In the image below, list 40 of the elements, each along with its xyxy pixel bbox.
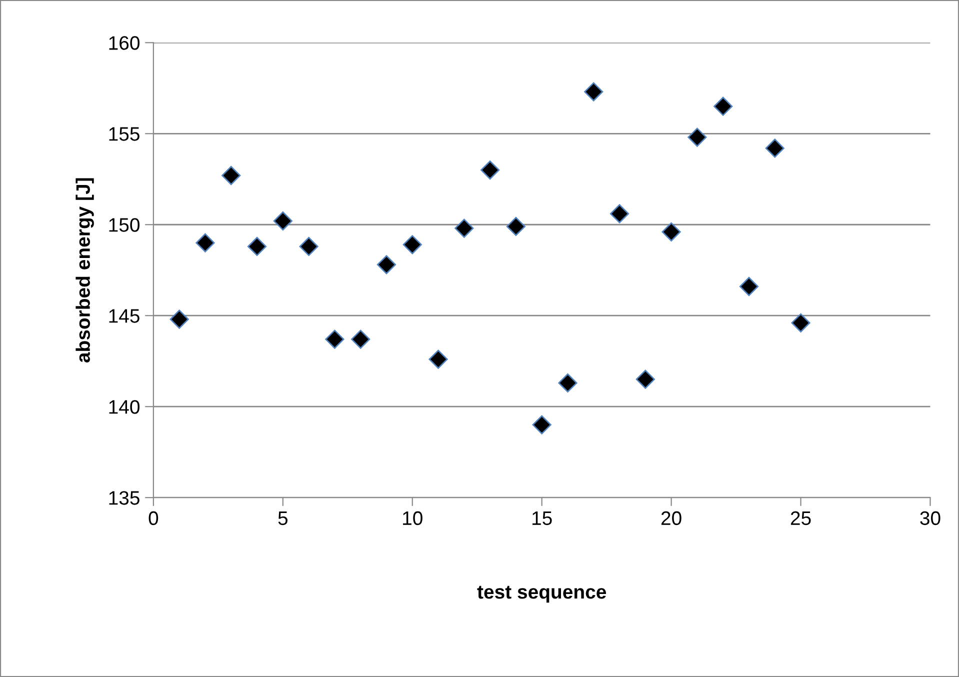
point xyxy=(428,350,448,369)
point xyxy=(714,96,733,116)
x-tick-label: 5 xyxy=(278,512,288,526)
point xyxy=(222,166,241,186)
point xyxy=(376,255,396,274)
point xyxy=(454,218,474,238)
point xyxy=(662,222,681,242)
x-axis-title: test sequence xyxy=(477,586,606,603)
point xyxy=(170,310,189,329)
point xyxy=(558,373,578,392)
point xyxy=(299,236,318,256)
x-tick-label: 0 xyxy=(148,511,158,526)
point xyxy=(196,233,215,252)
y-tick-label: 145 xyxy=(109,309,140,323)
y-tick-label: 140 xyxy=(109,400,140,414)
y-axis-title: absorbed energy [J] xyxy=(76,178,94,362)
point xyxy=(791,313,810,332)
point xyxy=(636,370,655,389)
point xyxy=(480,160,500,180)
y-tick-label: 150 xyxy=(109,218,140,232)
point xyxy=(351,330,370,349)
point xyxy=(610,204,630,224)
point xyxy=(688,128,707,147)
point xyxy=(402,235,422,254)
point xyxy=(765,138,784,158)
point xyxy=(247,236,267,256)
x-tick-label: 25 xyxy=(790,511,811,526)
y-tick-label: 135 xyxy=(109,491,140,505)
y-tick-label: 155 xyxy=(109,127,140,141)
point xyxy=(273,211,292,231)
x-tick-label: 20 xyxy=(661,511,682,526)
point xyxy=(532,415,552,434)
point xyxy=(325,330,344,349)
point xyxy=(584,82,604,102)
point xyxy=(506,216,526,236)
x-tick-label: 10 xyxy=(403,511,422,526)
y-tick-label: 160 xyxy=(109,36,140,50)
x-tick-label: 30 xyxy=(920,511,940,526)
x-tick-label: 15 xyxy=(532,512,552,526)
point xyxy=(739,276,759,296)
